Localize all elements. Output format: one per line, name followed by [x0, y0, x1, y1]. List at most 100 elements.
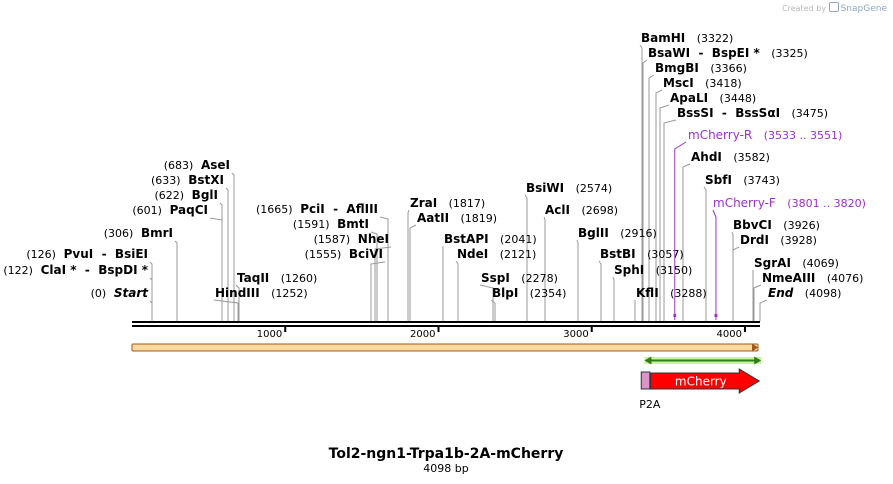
restriction-site-label[interactable]: BbvCI (3926)	[733, 218, 820, 232]
site-name: ApaLI	[670, 91, 708, 105]
site-line	[225, 187, 229, 321]
site-name: PvuI	[64, 247, 94, 261]
site-line	[659, 104, 670, 321]
site-line	[407, 209, 410, 321]
site-line	[231, 172, 235, 321]
site-line	[642, 59, 648, 321]
restriction-site-label[interactable]: (306) BmrI	[104, 226, 173, 240]
ruler-tick	[437, 327, 440, 332]
site-line	[682, 163, 691, 321]
restriction-site-label[interactable]: BsaWI - BspEI * (3325)	[648, 46, 808, 60]
credit-prefix: Created by	[782, 4, 827, 13]
restriction-site-label[interactable]: BstBI (3057)	[600, 247, 684, 261]
site-name: BspDI *	[98, 263, 148, 277]
restriction-site-label[interactable]: KflI (3288)	[636, 286, 707, 300]
restriction-site-label[interactable]: NdeI (2121)	[457, 247, 536, 261]
restriction-site-label[interactable]: (1587) NheI	[314, 232, 389, 246]
site-name: SgrAI	[754, 256, 791, 270]
restriction-site-label[interactable]: MscI (3418)	[663, 76, 742, 90]
restriction-site-label[interactable]: (122) ClaI * - BspDI *	[3, 263, 148, 277]
site-lines	[149, 44, 768, 321]
ruler-tick-label: 3000	[563, 329, 588, 340]
site-line	[753, 284, 762, 321]
restriction-site-label[interactable]: (1591) BmtI	[293, 217, 369, 231]
restriction-site-label[interactable]: (683) AseI	[164, 158, 230, 172]
primer-coverage-bar	[644, 356, 762, 365]
site-line	[149, 261, 153, 321]
restriction-site-label[interactable]: NmeAIII (4076)	[762, 271, 863, 285]
site-name: BciVI	[349, 247, 383, 261]
restriction-site-label[interactable]: SphI (3150)	[614, 263, 692, 277]
restriction-site-label[interactable]: (126) PvuI - BsiEI	[26, 247, 148, 261]
feature-label: P2A	[639, 398, 661, 411]
site-coord: (126)	[26, 248, 56, 261]
site-line	[759, 299, 768, 321]
restriction-site-label[interactable]: AclI (2698)	[545, 203, 618, 217]
restriction-site-label[interactable]: AatII (1819)	[417, 211, 497, 225]
site-name: PciI	[300, 202, 325, 216]
site-coord: (3448)	[720, 92, 757, 105]
restriction-site-label[interactable]: BssSI - BssSαI (3475)	[677, 106, 828, 120]
site-line	[703, 186, 707, 321]
primer-label[interactable]: mCherry-R (3533 .. 3551)	[688, 128, 842, 142]
site-line	[663, 119, 677, 321]
site-name: End	[768, 286, 794, 300]
site-name: SbfI	[705, 173, 732, 187]
restriction-site-label[interactable]: (622) BglI	[154, 188, 218, 202]
site-line	[235, 284, 240, 321]
site-name: BlpI	[492, 286, 518, 300]
restriction-site-label[interactable]: DrdI (3928)	[740, 233, 817, 247]
restriction-site-label[interactable]: (1555) BciVI	[305, 247, 383, 261]
site-coord: (1817)	[449, 197, 486, 210]
site-labels: (0) Start (122) ClaI * - BspDI * (126) Pvu…	[3, 31, 863, 300]
restriction-site-label[interactable]: SbfI (3743)	[705, 173, 780, 187]
primer-label[interactable]: mCherry-F (3801 .. 3820)	[713, 196, 866, 210]
full-sequence-arrow-head	[752, 343, 758, 352]
feature-p2a[interactable]	[640, 371, 651, 390]
restriction-site-label[interactable]: (1665) PciI - AflIII	[256, 202, 378, 216]
restriction-site-label[interactable]: (0) Start	[91, 286, 150, 300]
site-line	[455, 260, 459, 321]
restriction-site-label[interactable]: (601) PaqCI	[132, 203, 208, 217]
map-length: 4098 bp	[423, 462, 468, 475]
restriction-site-label[interactable]: ZraI (1817)	[410, 196, 485, 210]
restriction-site-label[interactable]: HindIII (1252)	[215, 286, 308, 300]
site-coord: (1587)	[314, 233, 351, 246]
restriction-site-label[interactable]: BamHI (3322)	[641, 31, 733, 45]
restriction-site-label[interactable]: BmgBI (3366)	[655, 61, 747, 75]
site-name: HindIII	[215, 286, 260, 300]
site-line	[370, 261, 386, 321]
restriction-site-label[interactable]: SspI (2278)	[481, 271, 558, 285]
site-line	[655, 89, 663, 321]
restriction-site-label[interactable]: BlpI (2354)	[492, 286, 566, 300]
site-name: BssSαI	[735, 106, 780, 120]
primer-name: mCherry-R	[688, 128, 752, 142]
site-name: BsiWI	[526, 181, 564, 195]
site-coord: (1591)	[293, 218, 330, 231]
restriction-site-label[interactable]: TaqII (1260)	[237, 271, 317, 285]
site-line	[174, 240, 178, 321]
site-coord: (1252)	[271, 287, 308, 300]
feature-mcherry-arrow[interactable]	[649, 368, 761, 394]
restriction-site-label[interactable]: SgrAI (4069)	[754, 256, 839, 270]
site-coord: (2574)	[576, 182, 613, 195]
site-name: BglII	[578, 226, 609, 240]
restriction-site-label[interactable]: BsiWI (2574)	[526, 181, 612, 195]
site-coord: (3325)	[771, 47, 808, 60]
site-name: DrdI	[740, 233, 769, 247]
site-coord: (122)	[3, 264, 33, 277]
restriction-site-label[interactable]: BglII (2916)	[578, 226, 657, 240]
restriction-site-label[interactable]: BstAPI (2041)	[444, 232, 537, 246]
restriction-site-label[interactable]: ApaLI (3448)	[670, 91, 756, 105]
site-line	[213, 299, 239, 321]
site-coord: (3322)	[697, 32, 734, 45]
site-coord: (4069)	[802, 257, 839, 270]
restriction-site-label[interactable]: AhdI (3582)	[691, 150, 770, 164]
site-line	[209, 217, 223, 321]
restriction-site-label[interactable]: End (4098)	[768, 286, 841, 300]
site-coord: (3288)	[670, 287, 707, 300]
primer-site-mark	[673, 314, 677, 317]
sequence-backbone-strand-gap	[132, 323, 760, 325]
restriction-site-label[interactable]: (633) BstXI	[151, 173, 224, 187]
site-coord: (4098)	[805, 287, 842, 300]
